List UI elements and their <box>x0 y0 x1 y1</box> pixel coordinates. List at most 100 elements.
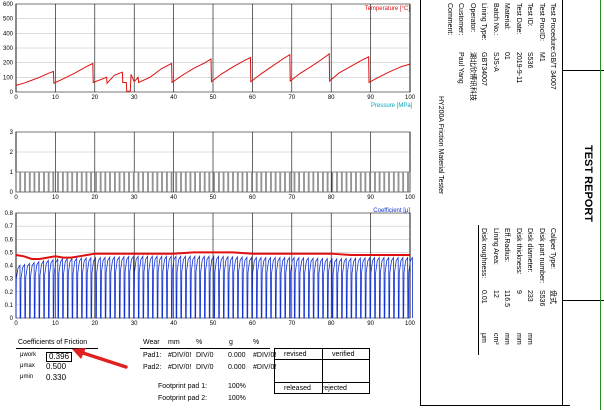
field-value: GBT34007 <box>480 52 487 86</box>
spec-value: 9 <box>514 290 522 294</box>
field-value: Paul Yang <box>457 52 464 84</box>
wear-cell: DIV/0 <box>196 364 214 371</box>
x-tick-label: 70 <box>288 321 295 327</box>
revised-label: revised <box>284 351 307 358</box>
x-tick-label: 40 <box>170 321 177 327</box>
x-tick-label: 50 <box>210 95 217 101</box>
x-tick-label: 60 <box>249 321 256 327</box>
spec-label: Disk thickness: <box>514 228 522 275</box>
coefficient-instant-line <box>15 254 413 319</box>
spec-unit: cm² <box>491 333 499 345</box>
temperature-chart: 0 10 20 30 40 50 60 70 80 90 100 0 100 200 300 400 500 60… <box>3 2 416 101</box>
field-label: Material: <box>503 3 510 30</box>
coefficient-axis-label: Coefficient [μ] <box>373 208 410 214</box>
x-tick-label: 100 <box>405 321 416 327</box>
y-tick-label: 0.7 <box>5 224 14 230</box>
x-tick-label: 70 <box>288 95 295 101</box>
spec-value: 116.5 <box>503 290 510 307</box>
spec-value: 0.01 <box>480 290 487 304</box>
spec-value: 12 <box>491 290 499 298</box>
x-tick-label: 100 <box>405 95 416 101</box>
wear-header-rule <box>140 348 270 349</box>
field-value: SJS-A <box>491 52 499 72</box>
field-label: Lining Type: <box>480 3 487 41</box>
spec-label: Caliper Type: <box>549 228 556 270</box>
x-tick-label: 30 <box>131 321 138 327</box>
field-label: Test Date: <box>514 3 522 35</box>
y-tick-label: 1 <box>10 170 14 176</box>
field-label: Comment: <box>445 3 453 36</box>
y-tick-label: 100 <box>3 75 14 81</box>
x-tick-label: 20 <box>91 95 98 101</box>
x-tick-label: 80 <box>328 321 335 327</box>
x-tick-label: 40 <box>170 195 177 200</box>
y-tick-label: 0 <box>10 190 14 196</box>
y-tick-label: 300 <box>3 46 14 52</box>
title-divider <box>562 0 563 406</box>
spec-label: Disk part number: <box>537 228 545 284</box>
spec-value: 233 <box>526 290 533 302</box>
spec-divider <box>478 225 479 355</box>
annotation-arrow <box>72 348 128 369</box>
friction-label: μmin <box>20 374 34 380</box>
y-tick-label: 500 <box>3 17 14 23</box>
pressure-axis-label: Pressure [MPa] <box>371 103 413 109</box>
wear-cell: 0.000 <box>228 352 246 359</box>
signoff-hline-2 <box>274 382 370 383</box>
x-tick-label: 10 <box>52 95 59 101</box>
friction-value: 0.330 <box>46 373 67 382</box>
x-tick-label: 20 <box>91 321 98 327</box>
spec-value: S536 <box>537 290 545 307</box>
temperature-axis-label: Temperature [°C] <box>365 6 411 12</box>
field-label: Customer: <box>457 3 464 36</box>
x-tick-label: 30 <box>131 95 138 101</box>
y-tick-label: 0 <box>10 316 14 322</box>
right-edge <box>600 0 601 410</box>
y-tick-label: 0 <box>10 90 14 96</box>
wear-header: mm <box>168 339 180 346</box>
wear-cell: #DIV/0! <box>253 352 277 359</box>
signoff-vline <box>322 348 323 394</box>
pressure-series-line <box>15 171 411 193</box>
coefficient-mean-line <box>15 251 410 260</box>
x-tick-label: 40 <box>170 95 177 101</box>
y-tick-label: 2 <box>10 150 14 156</box>
friction-heading-rule <box>16 348 98 349</box>
wear-cell: #DIV/0! <box>253 364 277 371</box>
title-box-divider <box>562 70 604 71</box>
y-tick-label: 0.2 <box>5 290 14 296</box>
spec-unit: μm <box>480 333 487 343</box>
y-tick-label: 0.5 <box>5 250 14 256</box>
x-tick-label: 90 <box>367 195 374 200</box>
spec-unit: mm <box>503 333 510 345</box>
title-box-divider-2 <box>562 300 604 301</box>
x-tick-label: 0 <box>14 95 18 101</box>
wear-header: g <box>229 339 233 346</box>
wear-row-label: Pad1: <box>143 352 162 359</box>
rejected-label: rejected <box>322 385 347 392</box>
x-tick-label: 90 <box>367 95 374 101</box>
field-label: Test ID: <box>526 3 533 27</box>
y-tick-label: 600 <box>3 2 14 8</box>
temperature-series-line <box>15 52 411 92</box>
y-tick-label: 0.4 <box>5 264 14 270</box>
y-tick-label: 3 <box>10 130 14 136</box>
footprint-value: 100% <box>228 383 246 390</box>
field-value: GB/T 34007 <box>549 52 556 90</box>
footprint-value: 100% <box>228 395 246 402</box>
x-tick-label: 80 <box>328 195 335 200</box>
spec-label: Disk diameter: <box>526 228 533 273</box>
field-label: Operator: <box>468 3 476 33</box>
y-tick-label: 0.1 <box>5 303 14 309</box>
wear-cell: DIV/0 <box>196 352 214 359</box>
field-label: Test ProcID: <box>537 3 545 42</box>
spec-label: Disk roughness: <box>480 228 487 279</box>
wear-header: % <box>196 339 203 346</box>
x-tick-label: 80 <box>328 95 335 101</box>
friction-label: μmax <box>20 363 35 369</box>
friction-value: 0.500 <box>46 362 67 371</box>
y-tick-label: 400 <box>3 31 14 37</box>
x-tick-label: 60 <box>249 195 256 200</box>
x-tick-label: 50 <box>210 195 217 200</box>
